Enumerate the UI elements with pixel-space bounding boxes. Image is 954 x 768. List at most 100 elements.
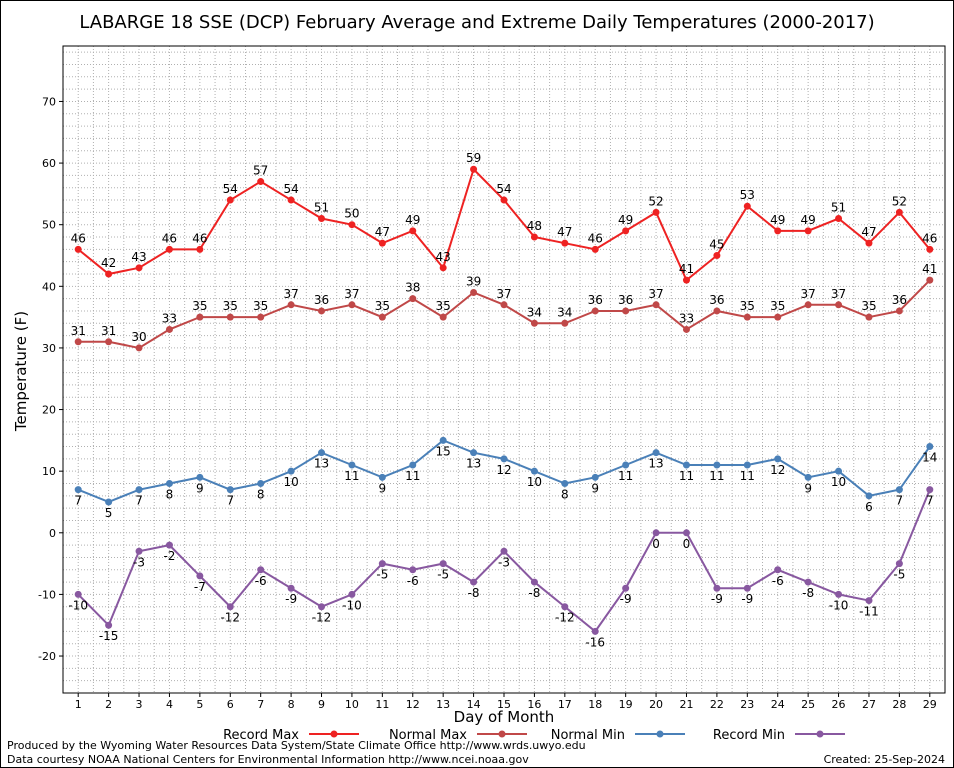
x-tick-label: 22: [710, 698, 724, 711]
legend-item-normal-min: Normal Min: [551, 728, 685, 743]
data-label: 36: [314, 293, 329, 307]
x-tick-label: 26: [832, 698, 846, 711]
data-point: [287, 301, 295, 309]
data-label: 9: [196, 481, 204, 495]
x-tick-label: 20: [649, 698, 663, 711]
x-tick-label: 6: [227, 698, 234, 711]
x-tick-label: 10: [345, 698, 359, 711]
data-point: [105, 621, 113, 629]
legend-item-normal-max: Normal Max: [389, 728, 527, 743]
data-label: 37: [648, 287, 663, 301]
data-label: 13: [314, 457, 329, 471]
data-point: [348, 461, 356, 469]
data-label: 10: [527, 475, 542, 489]
data-label: 37: [344, 287, 359, 301]
data-label: 43: [131, 250, 146, 264]
data-point: [926, 443, 934, 451]
data-point: [622, 227, 630, 235]
data-point: [682, 529, 690, 537]
data-label: 46: [192, 231, 207, 245]
data-label: 36: [709, 293, 724, 307]
data-label: 7: [135, 494, 143, 508]
data-point: [348, 301, 356, 309]
data-label: 11: [740, 469, 755, 483]
data-label: -5: [437, 568, 449, 582]
y-tick-label: -20: [38, 650, 56, 663]
data-label: 49: [800, 213, 815, 227]
data-point: [652, 208, 660, 216]
x-tick-label: 28: [892, 698, 906, 711]
data-point: [622, 584, 630, 592]
y-axis-label: Temperature (F): [12, 311, 30, 432]
data-point: [135, 486, 143, 494]
data-label: 53: [740, 188, 755, 202]
data-label: 48: [527, 219, 542, 233]
data-label: 49: [618, 213, 633, 227]
data-point: [257, 178, 265, 186]
data-label: 34: [527, 305, 542, 319]
data-point: [895, 208, 903, 216]
x-tick-label: 18: [588, 698, 602, 711]
data-label: 54: [496, 182, 511, 196]
data-label: 7: [926, 494, 934, 508]
data-label: 57: [253, 164, 268, 178]
data-point: [774, 566, 782, 574]
data-label: -8: [528, 586, 540, 600]
y-tick-label: 50: [42, 219, 56, 232]
data-point: [652, 301, 660, 309]
data-point: [470, 288, 478, 296]
data-point: [713, 461, 721, 469]
data-label: 0: [683, 537, 691, 551]
data-label: 13: [648, 457, 663, 471]
data-point: [165, 245, 173, 253]
x-tick-label: 11: [375, 698, 389, 711]
x-tick-label: 2: [105, 698, 112, 711]
data-label: 51: [314, 201, 329, 215]
data-point: [409, 295, 417, 303]
data-label: 11: [618, 469, 633, 483]
data-label: 11: [679, 469, 694, 483]
data-label: 35: [375, 299, 390, 313]
data-point: [743, 313, 751, 321]
data-label: 38: [405, 281, 420, 295]
legend-label: Record Max: [223, 728, 299, 743]
data-point: [895, 486, 903, 494]
data-label: 7: [896, 494, 904, 508]
x-axis-label: Day of Month: [454, 708, 555, 726]
data-label: -11: [859, 605, 879, 619]
data-label: 8: [561, 487, 569, 501]
data-label: 7: [226, 494, 234, 508]
data-label: 9: [804, 481, 812, 495]
data-point: [105, 338, 113, 346]
series-normal-max: 31 31 30 33 35 35 35 37 36 37 35 38 35 39 37 34 34 36 36 37…: [71, 262, 937, 352]
data-label: 52: [648, 194, 663, 208]
data-label: 36: [588, 293, 603, 307]
data-label: -8: [468, 586, 480, 600]
data-label: 13: [466, 457, 481, 471]
data-label: 54: [283, 182, 298, 196]
data-point: [926, 245, 934, 253]
data-label: 59: [466, 151, 481, 165]
data-label: 9: [591, 481, 599, 495]
data-label: 37: [283, 287, 298, 301]
data-point: [74, 338, 82, 346]
x-tick-label: 13: [436, 698, 450, 711]
data-point: [682, 461, 690, 469]
data-label: 35: [192, 299, 207, 313]
y-tick-label: 20: [42, 404, 56, 417]
data-point: [682, 325, 690, 333]
legend-swatch-marker: [656, 730, 664, 738]
data-point: [895, 560, 903, 568]
chart-title: LABARGE 18 SSE (DCP) February Average an…: [79, 12, 874, 33]
data-point: [591, 627, 599, 635]
data-point: [561, 239, 569, 247]
data-point: [470, 165, 478, 173]
data-point: [226, 313, 234, 321]
data-point: [378, 473, 386, 481]
data-label: -9: [741, 592, 753, 606]
data-label: 49: [405, 213, 420, 227]
data-point: [804, 578, 812, 586]
data-point: [226, 603, 234, 611]
